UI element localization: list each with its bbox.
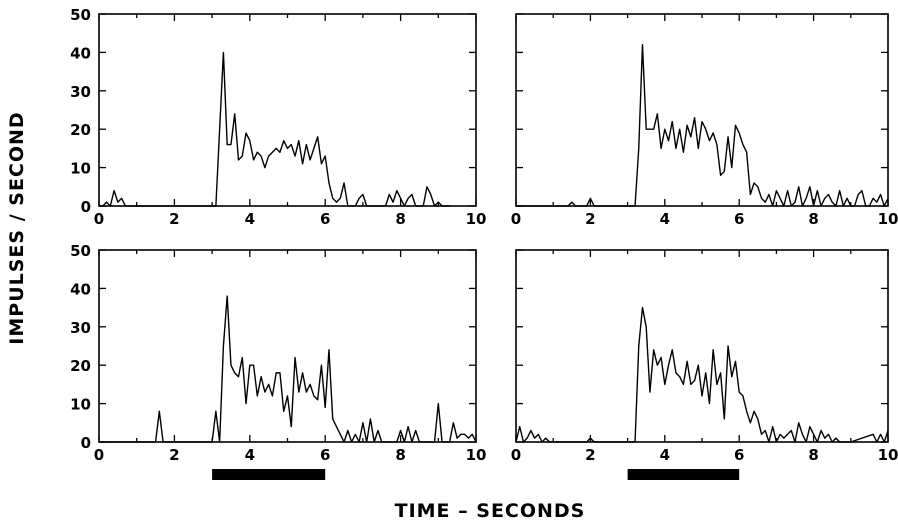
bottom-left-x-tick-label: 10 (466, 446, 487, 464)
top-right-frame (515, 13, 889, 207)
top-left-frame (98, 13, 477, 207)
bottom-right-stimulus-bar (627, 469, 740, 480)
bottom-left-y-tick-label: 0 (81, 434, 91, 452)
top-left-series-line (99, 51, 450, 207)
bottom-right-x-tick-label: 4 (660, 446, 670, 464)
bottom-left-x-tick-label: 4 (245, 446, 255, 464)
bottom-right-x-tick-label: 10 (878, 446, 898, 464)
bottom-right-x-tick-label: 6 (734, 446, 744, 464)
top-left-x-tick-label: 10 (466, 210, 487, 228)
top-left-x-tick-label: 0 (94, 210, 104, 228)
bottom-left-x-tick-label: 8 (395, 446, 405, 464)
bottom-left-x-tick-label: 0 (94, 446, 104, 464)
bottom-left-y-tick-label: 10 (70, 396, 91, 414)
top-left-y-tick-label: 0 (81, 198, 91, 216)
top-left-y-tick-label: 10 (70, 160, 91, 178)
bottom-left-y-tick-label: 20 (70, 357, 91, 375)
top-right-x-tick-label: 8 (808, 210, 818, 228)
top-right-x-tick-label: 4 (660, 210, 670, 228)
top-left-y-tick-label: 30 (70, 83, 91, 101)
top-left-x-tick-label: 4 (245, 210, 255, 228)
bottom-left-y-tick-label: 30 (70, 319, 91, 337)
y-axis-title: IMPULSES / SECOND (6, 111, 28, 344)
bottom-right-x-tick-label: 8 (808, 446, 818, 464)
bottom-right-frame (515, 249, 889, 443)
bottom-left-y-tick-label: 50 (70, 242, 91, 260)
top-left-x-tick-label: 8 (395, 210, 405, 228)
top-right-x-tick-label: 2 (585, 210, 595, 228)
bottom-right-series-line (515, 306, 889, 443)
top-right-x-tick-label: 6 (734, 210, 744, 228)
bottom-left-x-tick-label: 2 (169, 446, 179, 464)
bottom-right-x-tick-label: 0 (511, 446, 521, 464)
top-left-y-tick-label: 40 (70, 44, 91, 62)
top-left-x-tick-label: 2 (169, 210, 179, 228)
bottom-left-x-tick-label: 6 (320, 446, 330, 464)
bottom-left-stimulus-bar (212, 469, 326, 480)
top-left-y-tick-label: 20 (70, 121, 91, 139)
top-right-series-line (516, 44, 889, 207)
x-axis-title: TIME – SECONDS (395, 500, 586, 522)
bottom-right-x-tick-label: 2 (585, 446, 595, 464)
bottom-left-frame (98, 249, 477, 443)
top-right-x-tick-label: 10 (878, 210, 898, 228)
bottom-left-y-tick-label: 40 (70, 280, 91, 298)
bottom-left-series-line (99, 295, 477, 443)
top-left-y-tick-label: 50 (70, 6, 91, 24)
top-right-x-tick-label: 0 (511, 210, 521, 228)
top-left-x-tick-label: 6 (320, 210, 330, 228)
